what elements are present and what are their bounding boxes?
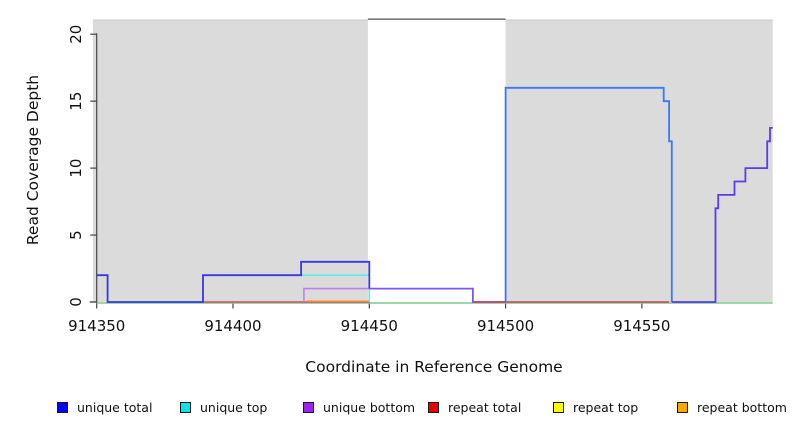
legend-label: repeat top xyxy=(573,399,639,415)
y-tick-label: 10 xyxy=(67,159,85,178)
shaded-region xyxy=(505,19,773,302)
x-tick-label: 914350 xyxy=(68,317,125,335)
legend-swatch-unique-total xyxy=(57,401,68,413)
y-tick-label: 5 xyxy=(67,230,85,240)
legend-item-unique-top: unique top xyxy=(180,398,267,416)
x-tick-label: 914500 xyxy=(477,317,534,335)
y-tick-label: 20 xyxy=(67,25,85,44)
x-axis-title: Coordinate in Reference Genome xyxy=(305,358,563,376)
legend: unique total unique top unique bottom repea… xyxy=(0,398,792,420)
x-tick-label: 914550 xyxy=(613,317,670,335)
legend-label: repeat total xyxy=(448,399,522,415)
series-line-unique-bottom xyxy=(303,287,370,302)
legend-label: unique top xyxy=(200,399,268,415)
x-tick-label: 914400 xyxy=(204,317,261,335)
legend-label: unique total xyxy=(77,399,153,415)
legend-item-repeat-top: repeat top xyxy=(553,398,638,416)
legend-swatch-repeat-total xyxy=(428,401,439,413)
legend-item-unique-total: unique total xyxy=(57,398,152,416)
series-line-unique-right-stairs xyxy=(671,127,773,303)
series-line-unique-mid xyxy=(369,287,506,303)
y-tick-label: 15 xyxy=(67,92,85,111)
legend-swatch-repeat-bottom xyxy=(677,401,688,413)
legend-label: repeat bottom xyxy=(697,399,787,415)
shaded-region xyxy=(92,19,368,302)
y-axis-title: Read Coverage Depth xyxy=(24,74,42,246)
legend-swatch-unique-bottom xyxy=(303,401,314,413)
y-tick-label: 0 xyxy=(67,297,85,307)
legend-item-repeat-total: repeat total xyxy=(428,398,521,416)
legend-item-unique-bottom: unique bottom xyxy=(303,398,415,416)
legend-item-repeat-bottom: repeat bottom xyxy=(677,398,787,416)
legend-label: unique bottom xyxy=(323,399,416,415)
series-line-unique-total-left xyxy=(96,260,371,303)
series-line-unique-total-peak xyxy=(504,86,673,302)
x-tick-label: 914450 xyxy=(341,317,398,335)
legend-swatch-repeat-top xyxy=(553,401,564,413)
legend-swatch-unique-top xyxy=(180,401,191,413)
